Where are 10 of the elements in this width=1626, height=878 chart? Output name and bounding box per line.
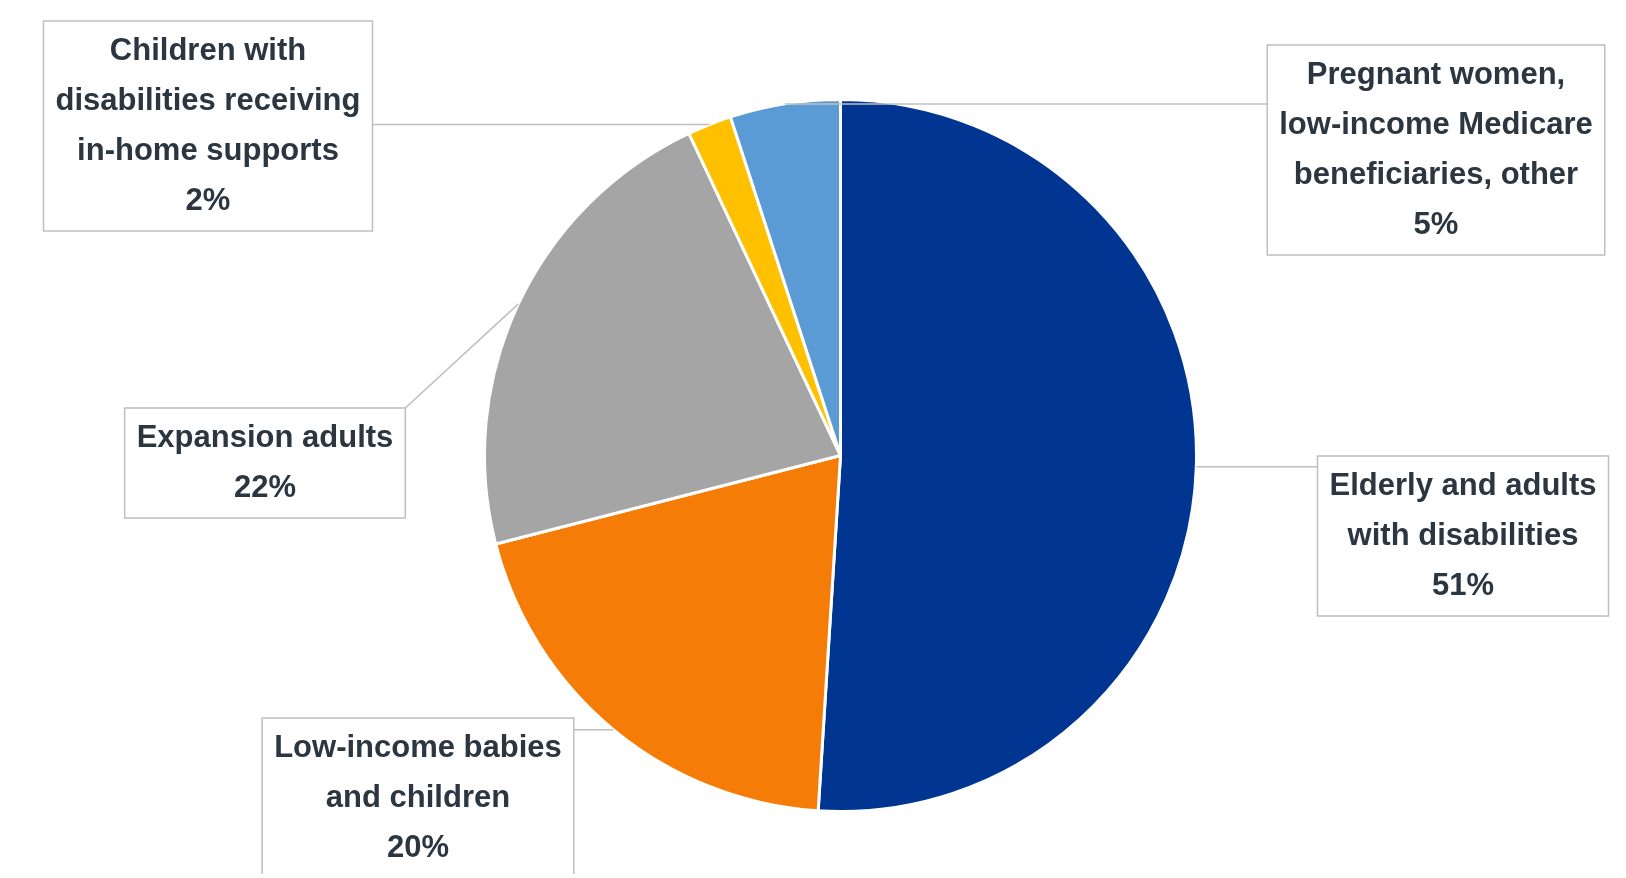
slice-label: Expansion adults (136, 418, 394, 454)
data-label: 2% (185, 181, 231, 217)
data-label: 22% (233, 468, 297, 504)
slice-label: Pregnant women, low-income Medicare beneficiaries, other (1279, 55, 1593, 191)
slice-label: Children with disabilities receiving in-home supports (55, 31, 361, 167)
slice-label: Elderly and adults with disabilities (1329, 466, 1597, 552)
data-label: 5% (1413, 205, 1459, 241)
slice-label: Low-income babies and children (274, 728, 562, 814)
data-label: 51% (1431, 566, 1495, 602)
data-label: 20% (386, 828, 450, 864)
